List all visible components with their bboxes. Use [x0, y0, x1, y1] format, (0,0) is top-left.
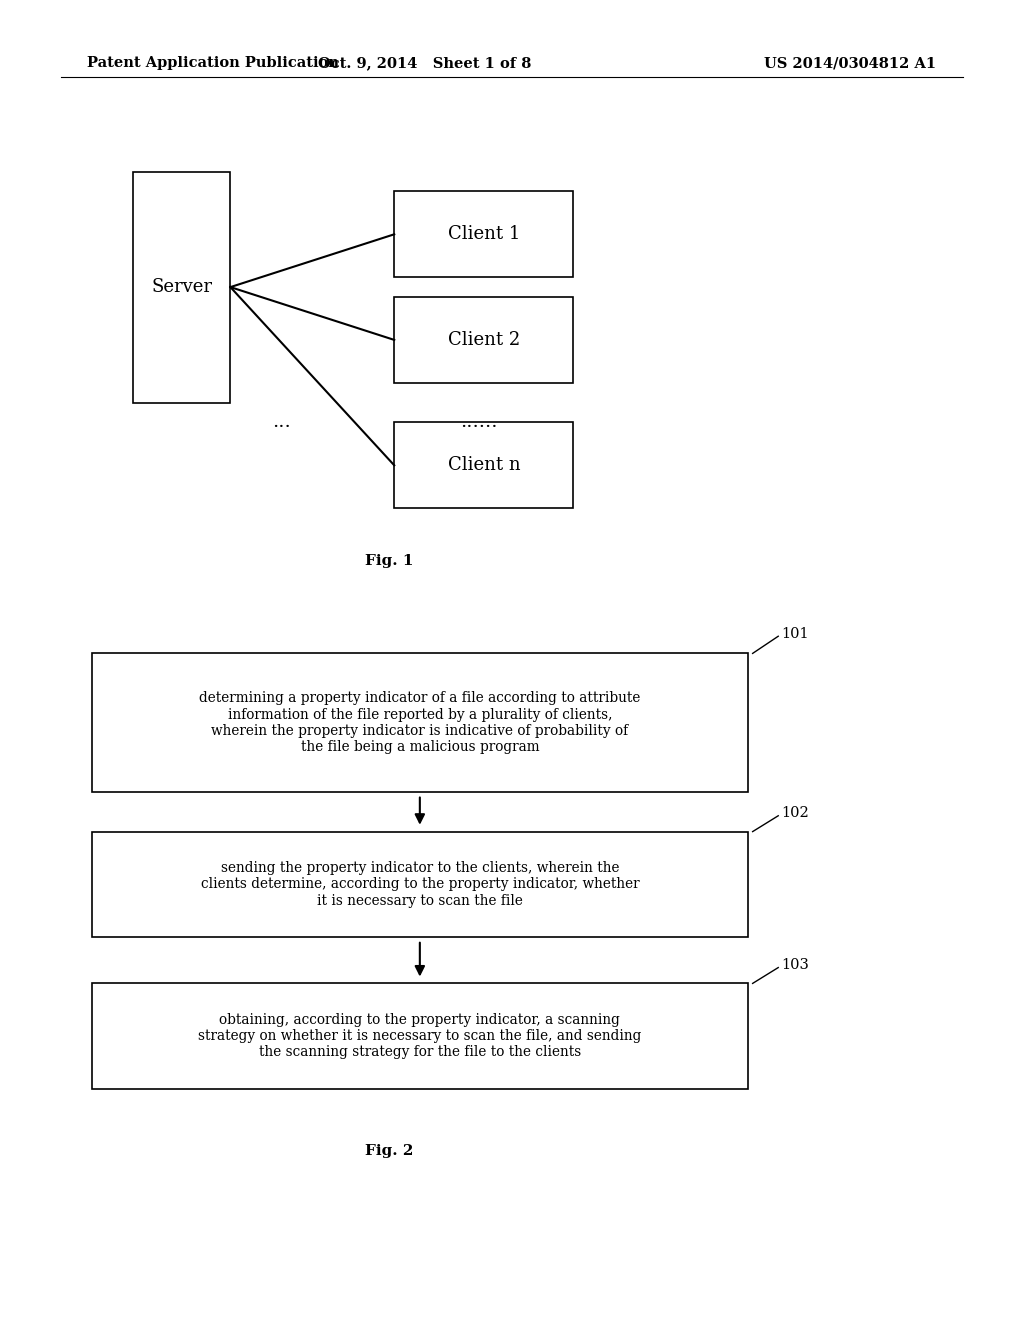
Bar: [92, 983, 748, 1089]
Text: determining a property indicator of a file according to attribute
information of: determining a property indicator of a fi…: [199, 692, 641, 754]
Text: US 2014/0304812 A1: US 2014/0304812 A1: [764, 57, 936, 70]
Text: 103: 103: [781, 958, 809, 972]
Text: Client 2: Client 2: [447, 331, 520, 348]
Text: Patent Application Publication: Patent Application Publication: [87, 57, 339, 70]
Text: obtaining, according to the property indicator, a scanning
strategy on whether i: obtaining, according to the property ind…: [199, 1012, 641, 1060]
Text: ...: ...: [272, 413, 291, 432]
Text: 102: 102: [781, 807, 809, 820]
Bar: [133, 172, 230, 403]
Text: ......: ......: [461, 413, 498, 432]
Text: 101: 101: [781, 627, 809, 640]
Text: Fig. 1: Fig. 1: [365, 554, 414, 568]
Bar: [394, 422, 573, 508]
Text: Server: Server: [152, 279, 212, 296]
Text: Client n: Client n: [447, 457, 520, 474]
Text: Oct. 9, 2014   Sheet 1 of 8: Oct. 9, 2014 Sheet 1 of 8: [318, 57, 531, 70]
Bar: [394, 297, 573, 383]
Bar: [92, 832, 748, 937]
Text: Fig. 2: Fig. 2: [365, 1144, 414, 1158]
Bar: [394, 191, 573, 277]
Bar: [92, 653, 748, 792]
Text: Client 1: Client 1: [447, 226, 520, 243]
Text: sending the property indicator to the clients, wherein the
clients determine, ac: sending the property indicator to the cl…: [201, 861, 639, 908]
